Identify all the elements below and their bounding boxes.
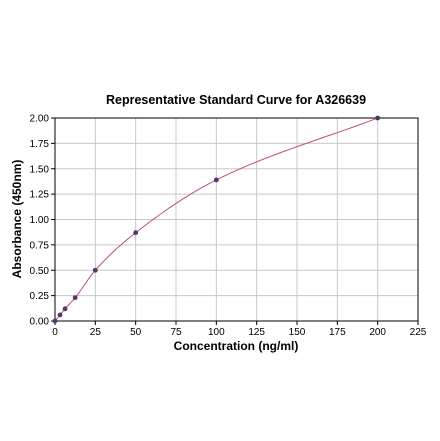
x-tick-label: 25	[90, 327, 102, 338]
x-tick-label: 75	[170, 327, 182, 338]
data-point	[213, 177, 219, 183]
axis-ticks: 0 25 50 75 100 125 150 175 200 225 0.00 0.25 0.50 0.7…	[30, 114, 427, 339]
x-tick-label: 50	[130, 327, 142, 338]
x-tick-label: 200	[369, 327, 386, 338]
chart-title: Representative Standard Curve for A32663…	[106, 93, 366, 107]
y-tick-label: 0.75	[30, 240, 50, 251]
x-tick-label: 0	[52, 327, 58, 338]
data-point	[62, 306, 68, 312]
data-points	[52, 115, 381, 324]
x-tick-label: 125	[248, 327, 265, 338]
y-tick-label: 0.50	[30, 266, 50, 277]
data-point	[92, 267, 98, 273]
y-tick-label: 0.25	[30, 291, 50, 302]
data-point	[375, 115, 381, 121]
data-point	[133, 230, 139, 236]
y-tick-label: 2.00	[30, 114, 50, 125]
x-tick-label: 225	[410, 327, 427, 338]
data-point	[72, 295, 78, 301]
x-tick-label: 175	[329, 327, 346, 338]
data-point	[57, 312, 63, 318]
x-tick-label: 150	[289, 327, 306, 338]
y-tick-label: 1.25	[30, 190, 50, 201]
y-tick-label: 1.75	[30, 139, 50, 150]
data-point	[52, 318, 58, 324]
y-tick-label: 1.00	[30, 215, 50, 226]
x-tick-label: 100	[208, 327, 225, 338]
y-tick-label: 0.00	[30, 317, 50, 328]
y-tick-label: 1.50	[30, 164, 50, 175]
x-axis-label: Concentration (ng/ml)	[174, 339, 299, 353]
y-axis-label: Absorbance (450nm)	[10, 160, 24, 279]
